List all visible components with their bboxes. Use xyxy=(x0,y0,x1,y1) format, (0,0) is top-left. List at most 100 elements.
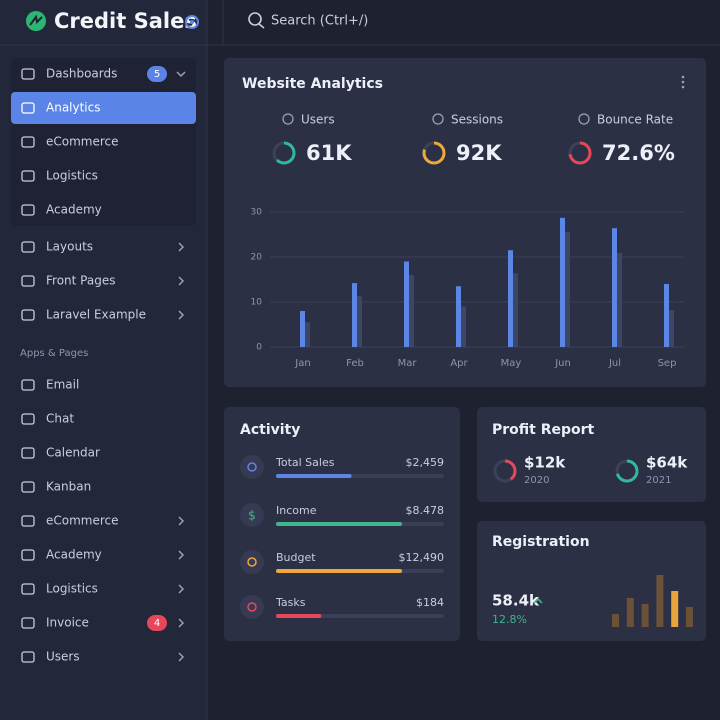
chevron xyxy=(178,618,185,628)
progress-bar xyxy=(276,522,402,526)
bar xyxy=(352,283,357,347)
x-tick-label: Feb xyxy=(346,358,364,369)
stat-icon xyxy=(578,113,590,125)
menu-label: Dashboards xyxy=(46,67,117,81)
chevron xyxy=(178,550,185,560)
bar xyxy=(508,250,513,347)
menu-icon xyxy=(21,515,35,527)
y-tick-label: 10 xyxy=(251,298,263,308)
menu-icon xyxy=(21,617,35,629)
bar xyxy=(612,228,617,347)
menu-icon xyxy=(21,136,35,148)
menu-icon xyxy=(21,309,35,321)
menu-icon xyxy=(21,481,35,493)
profit-year: 2021 xyxy=(646,475,671,486)
activity-label: Total Sales xyxy=(275,456,335,469)
menu-icon xyxy=(21,204,35,216)
bar xyxy=(669,310,674,347)
activity-icon: $ xyxy=(248,509,256,523)
ring-progress xyxy=(272,141,296,165)
menu-item[interactable] xyxy=(11,194,196,226)
card-menu[interactable] xyxy=(681,75,685,89)
menu-item[interactable] xyxy=(11,369,196,401)
badge-label: 5 xyxy=(154,69,160,80)
mini-bar xyxy=(612,614,619,627)
menu-label: eCommerce xyxy=(46,514,119,528)
menu-item[interactable] xyxy=(11,573,196,605)
menu-icon xyxy=(21,583,35,595)
menu-icon xyxy=(21,651,35,663)
ring-progress xyxy=(493,459,517,483)
stat-icon xyxy=(432,113,444,125)
profit-value: $64k xyxy=(646,454,688,472)
bar xyxy=(357,296,362,347)
activity-icon xyxy=(247,557,257,567)
menu-item[interactable] xyxy=(11,231,196,263)
x-tick-label: Apr xyxy=(450,358,468,369)
section-title: Apps & Pages xyxy=(20,348,88,359)
menu-label: Chat xyxy=(46,412,74,426)
activity-value: $8.478 xyxy=(406,504,445,517)
menu-label: Analytics xyxy=(46,101,101,115)
search-icon xyxy=(248,12,262,26)
analytics-card xyxy=(224,58,706,387)
up-arrow xyxy=(533,597,543,604)
card-title: Profit Report xyxy=(492,422,595,438)
registration-value: 58.4k xyxy=(492,592,540,610)
activity-value: $12,490 xyxy=(399,551,445,564)
bar xyxy=(305,322,310,347)
activity-icon-bg xyxy=(240,550,264,574)
menu-label: Users xyxy=(46,650,80,664)
menu-item[interactable] xyxy=(11,437,196,469)
x-tick-label: Mar xyxy=(398,358,418,369)
brand: Credit Sales xyxy=(54,9,197,33)
y-tick-label: 0 xyxy=(256,343,262,353)
logo[interactable]: Credit Sales xyxy=(26,9,199,33)
bar xyxy=(565,231,570,347)
x-tick-label: Jun xyxy=(554,358,571,369)
registration-card xyxy=(477,521,706,641)
menu-item[interactable] xyxy=(11,403,196,435)
stat-value: 92K xyxy=(456,141,502,165)
activity-label: Income xyxy=(276,504,317,517)
menu-icon xyxy=(21,447,35,459)
menu-item[interactable] xyxy=(11,160,196,192)
stat-value: 61K xyxy=(306,141,352,165)
menu-item[interactable] xyxy=(11,539,196,571)
menu-label: Email xyxy=(46,378,79,392)
menu-item[interactable] xyxy=(11,471,196,503)
bar xyxy=(560,217,565,347)
activity-icon-bg xyxy=(240,595,264,619)
activity-value: $184 xyxy=(416,596,444,609)
menu-icon xyxy=(21,68,35,80)
mini-bar xyxy=(686,607,693,627)
activity-value: $2,459 xyxy=(406,456,445,469)
chevron xyxy=(178,516,185,526)
mini-bar xyxy=(641,604,649,627)
x-tick-label: May xyxy=(501,358,522,369)
menu-item[interactable] xyxy=(11,607,196,639)
x-tick-label: Jan xyxy=(294,358,310,369)
menu-icon xyxy=(21,102,35,114)
x-tick-label: Sep xyxy=(658,358,677,369)
menu-icon xyxy=(21,275,35,287)
card-title: Registration xyxy=(492,534,590,550)
chevron xyxy=(178,276,185,286)
brand-dot-core xyxy=(190,20,194,24)
menu-label: Front Pages xyxy=(46,274,115,288)
chevron xyxy=(178,652,185,662)
bar xyxy=(456,286,461,347)
ring-progress xyxy=(615,459,639,483)
stat-icon xyxy=(282,113,294,125)
activity-icon-bg xyxy=(240,455,264,479)
dot xyxy=(681,85,685,89)
menu-item[interactable] xyxy=(11,92,196,124)
menu-item[interactable] xyxy=(11,641,196,673)
menu-label: Calendar xyxy=(46,446,100,460)
menu-icon xyxy=(21,413,35,425)
menu-label: Kanban xyxy=(46,480,91,494)
badge-label: 4 xyxy=(154,618,160,629)
search[interactable]: Search (Ctrl+/) xyxy=(248,12,368,29)
activity-icon-bg xyxy=(240,503,264,527)
